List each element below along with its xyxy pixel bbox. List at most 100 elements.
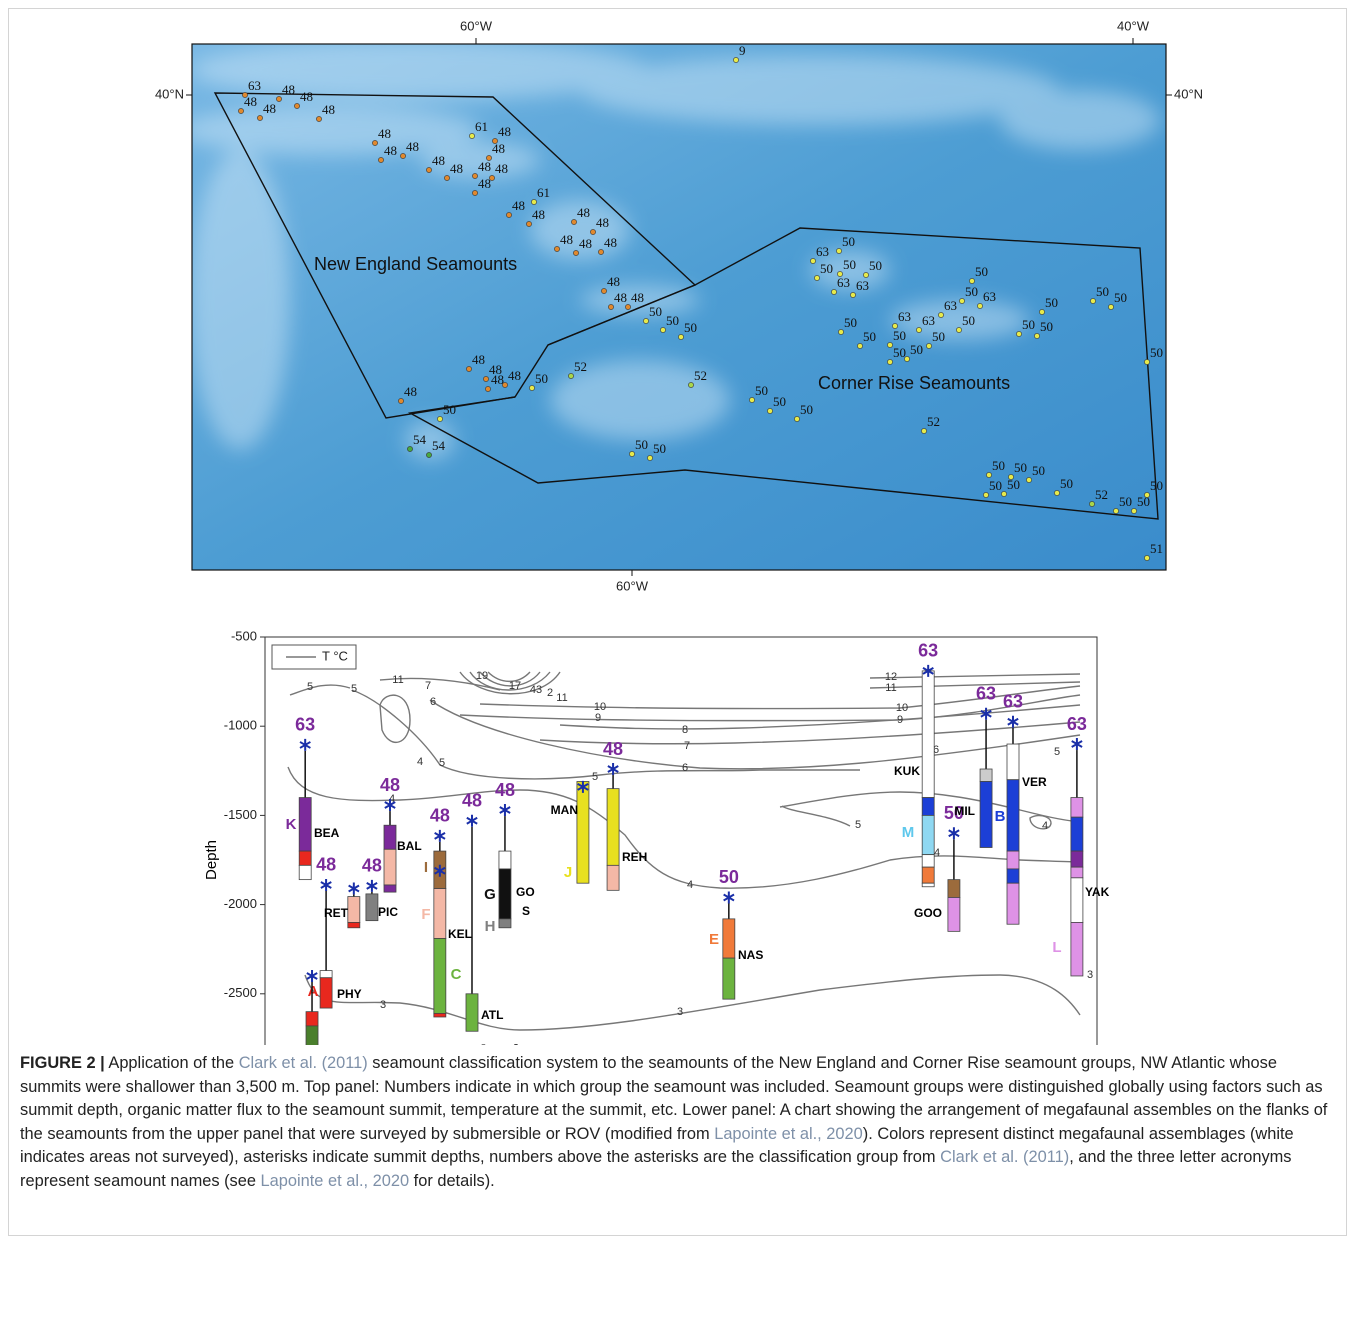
assemblage-segment xyxy=(922,798,934,816)
seamount-group-label: 51 xyxy=(1150,541,1163,556)
seamount-dot xyxy=(921,428,926,433)
seamount-group-label: 50 xyxy=(1114,290,1127,305)
y-tick-label: -500 xyxy=(231,628,257,643)
seamount-dot xyxy=(400,153,405,158)
seamount-dot xyxy=(378,157,383,162)
seamount-dot xyxy=(959,298,964,303)
seamount-dot xyxy=(1089,501,1094,506)
seamount-group-label: 50 xyxy=(535,371,548,386)
seamount-group-label: 63 xyxy=(898,309,911,324)
seamount-dot xyxy=(276,96,281,101)
seamount-dot xyxy=(372,140,377,145)
seamount-dot xyxy=(257,115,262,120)
seamount-group-label: 50 xyxy=(1150,345,1163,360)
seamount-dot xyxy=(437,416,442,421)
seamount-group-label: 48 xyxy=(512,198,525,213)
y-tick-label: -2500 xyxy=(224,985,257,1000)
seamount-dot xyxy=(316,116,321,121)
seamount-group-label: 9 xyxy=(739,43,746,58)
seamount-group-label: 48 xyxy=(577,205,590,220)
contour-label: 7 xyxy=(684,740,690,752)
contour-label: 4 xyxy=(687,879,693,891)
assemblage-segment xyxy=(922,883,934,887)
assemblage-segment xyxy=(922,867,934,883)
seamount-group-label: 48 xyxy=(604,235,617,250)
seamount-group-label: 50 xyxy=(755,383,768,398)
seamount-dot xyxy=(956,327,961,332)
seamount-dot xyxy=(810,258,815,263)
assemblage-segment xyxy=(980,782,992,848)
assemblage-letter: L xyxy=(1052,939,1061,956)
seamount-group-label: 50 xyxy=(653,441,666,456)
map-axis-label: 40°N xyxy=(1174,86,1203,101)
seamount-dot xyxy=(1131,508,1136,513)
assemblage-segment xyxy=(306,1012,318,1026)
seamount-group-label: 50 xyxy=(910,342,923,357)
seamount-group-label: 48 xyxy=(432,153,445,168)
seamount-group-label: 52 xyxy=(694,368,707,383)
seamount-group-label: 50 xyxy=(992,458,1005,473)
seamount-dot xyxy=(608,304,613,309)
classification-group: 50 xyxy=(719,867,739,887)
contour-label: 5 xyxy=(1054,746,1060,758)
seamount-group-label: 48 xyxy=(508,368,521,383)
seamount-dot xyxy=(238,108,243,113)
seamount-dot xyxy=(529,385,534,390)
summit-asterisk xyxy=(500,804,510,816)
citation-link[interactable]: Lapointe et al., 2020 xyxy=(714,1125,863,1143)
assemblage-segment xyxy=(577,782,589,884)
assemblage-letter: C xyxy=(451,966,462,983)
citation-link[interactable]: Clark et al. (2011) xyxy=(940,1148,1069,1166)
contour-label: 43 xyxy=(530,684,542,696)
assemblage-segment xyxy=(1007,744,1019,780)
seamount-dot xyxy=(590,229,595,234)
contour-label: 2 xyxy=(547,687,553,699)
contour-label: 3 xyxy=(677,1006,683,1018)
seamount-dot xyxy=(398,398,403,403)
assemblage-segment xyxy=(922,855,934,867)
citation-link[interactable]: Lapointe et al., 2020 xyxy=(261,1172,410,1190)
seamount-group-label: 48 xyxy=(244,94,257,109)
seamount-group-label: 48 xyxy=(263,101,276,116)
seamount-name: ATL xyxy=(481,1008,503,1022)
assemblage-segment xyxy=(1071,922,1083,976)
classification-group: 63 xyxy=(295,715,315,735)
seamount-dot xyxy=(506,212,511,217)
seamount-group-label: 50 xyxy=(893,345,906,360)
seamount-group-label: 48 xyxy=(378,126,391,141)
contour-label: 3 xyxy=(380,999,386,1011)
classification-group: 63 xyxy=(1067,714,1087,734)
seamount-group-label: 48 xyxy=(322,102,335,117)
seamount-group-label: 48 xyxy=(406,139,419,154)
assemblage-letter: I xyxy=(424,859,428,876)
seamount-group-label: 50 xyxy=(893,328,906,343)
seamount-dot xyxy=(526,221,531,226)
seamount-group-label: 50 xyxy=(1032,463,1045,478)
contour-label: 11 xyxy=(392,674,403,686)
summit-asterisk xyxy=(724,891,734,903)
y-tick-label: -2000 xyxy=(224,896,257,911)
seamount-dot xyxy=(568,373,573,378)
assemblage-segment xyxy=(607,865,619,890)
seamount-name: KEL xyxy=(448,927,472,941)
summit-asterisk xyxy=(367,880,377,892)
seamount-dot xyxy=(1026,477,1031,482)
seamount-name: BEA xyxy=(314,826,340,840)
seamount-group-label: 48 xyxy=(491,372,504,387)
assemblage-segment xyxy=(299,851,311,865)
seamount-group-label: 63 xyxy=(837,275,850,290)
seamount-dot xyxy=(1144,555,1149,560)
seamount-group-label: 50 xyxy=(773,394,786,409)
seamount-group-label: 50 xyxy=(975,264,988,279)
figure-label: FIGURE 2 | xyxy=(20,1054,105,1072)
seamount-name: GOO xyxy=(914,906,942,920)
assemblage-letter: G xyxy=(484,886,496,903)
contour-label: 7 xyxy=(425,680,431,692)
seamount-dot xyxy=(794,416,799,421)
summit-asterisk xyxy=(321,879,331,891)
assemblage-segment xyxy=(1071,851,1083,867)
seamount-group-label: 63 xyxy=(856,278,869,293)
classification-group: 48 xyxy=(430,806,450,826)
citation-link[interactable]: Clark et al. (2011) xyxy=(239,1054,368,1072)
assemblage-segment xyxy=(1007,780,1019,851)
